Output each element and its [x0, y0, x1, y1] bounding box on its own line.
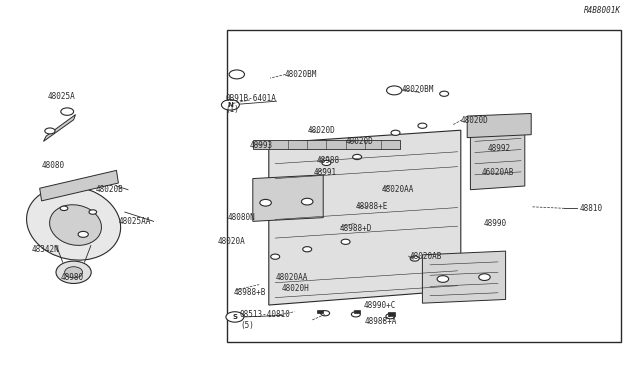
- Text: 48342N: 48342N: [32, 245, 60, 254]
- Text: 48020AA: 48020AA: [275, 273, 308, 282]
- Circle shape: [45, 128, 55, 134]
- Polygon shape: [253, 140, 400, 149]
- Text: 48020D: 48020D: [307, 126, 335, 135]
- Circle shape: [418, 123, 427, 128]
- Circle shape: [341, 239, 350, 244]
- Text: 46020AB: 46020AB: [482, 169, 515, 177]
- Bar: [388, 312, 395, 316]
- Circle shape: [386, 314, 395, 319]
- Ellipse shape: [56, 261, 92, 283]
- Polygon shape: [422, 251, 506, 303]
- Circle shape: [260, 199, 271, 206]
- Text: 48980: 48980: [61, 273, 84, 282]
- Text: 48020AB: 48020AB: [410, 252, 442, 261]
- Text: 48025AA: 48025AA: [118, 217, 151, 226]
- Circle shape: [351, 312, 360, 317]
- Circle shape: [353, 154, 362, 160]
- Circle shape: [229, 70, 244, 79]
- Polygon shape: [40, 170, 118, 201]
- Bar: [354, 310, 360, 313]
- Circle shape: [221, 100, 239, 110]
- Text: 48992: 48992: [488, 144, 511, 153]
- Circle shape: [78, 231, 88, 237]
- Circle shape: [440, 91, 449, 96]
- Text: 48025A: 48025A: [48, 92, 76, 101]
- Polygon shape: [470, 126, 525, 190]
- Circle shape: [303, 247, 312, 252]
- Text: 48020AA: 48020AA: [382, 185, 415, 194]
- Circle shape: [391, 130, 400, 135]
- Polygon shape: [253, 175, 323, 221]
- Text: 48991: 48991: [314, 169, 337, 177]
- Text: 48020BM: 48020BM: [285, 70, 317, 79]
- Circle shape: [437, 276, 449, 282]
- Text: 48988+E: 48988+E: [355, 202, 388, 211]
- Polygon shape: [269, 130, 461, 305]
- Circle shape: [321, 311, 330, 316]
- Text: 08513-40810
(5): 08513-40810 (5): [240, 310, 291, 330]
- Ellipse shape: [27, 186, 120, 260]
- Bar: [227, 30, 621, 342]
- Text: 48020D: 48020D: [461, 116, 488, 125]
- Circle shape: [60, 206, 68, 211]
- Text: S: S: [232, 314, 237, 320]
- Text: 0B91B-6401A
(1): 0B91B-6401A (1): [225, 94, 276, 114]
- Text: 48993: 48993: [250, 141, 273, 150]
- Text: 48988+D: 48988+D: [339, 224, 372, 233]
- Circle shape: [61, 108, 74, 115]
- Ellipse shape: [65, 267, 83, 278]
- Text: 48988: 48988: [317, 156, 340, 165]
- Text: 48020H: 48020H: [282, 284, 309, 293]
- Text: 48020A: 48020A: [218, 237, 245, 246]
- Text: 48020B: 48020B: [96, 185, 124, 194]
- Polygon shape: [44, 115, 76, 141]
- Circle shape: [226, 312, 244, 322]
- Circle shape: [479, 274, 490, 280]
- Text: 48988+B: 48988+B: [234, 288, 266, 296]
- Circle shape: [301, 198, 313, 205]
- Text: 48988+A: 48988+A: [365, 317, 397, 326]
- Text: R4B8001K: R4B8001K: [584, 6, 621, 15]
- Text: 48080N: 48080N: [227, 213, 255, 222]
- Text: 48990+C: 48990+C: [364, 301, 396, 310]
- Text: 48020BM: 48020BM: [402, 85, 435, 94]
- Circle shape: [410, 256, 419, 261]
- Circle shape: [271, 254, 280, 259]
- Text: 48080: 48080: [42, 161, 65, 170]
- Ellipse shape: [49, 205, 102, 246]
- Text: 48990: 48990: [483, 219, 506, 228]
- Circle shape: [89, 210, 97, 214]
- Polygon shape: [467, 113, 531, 138]
- Circle shape: [322, 160, 331, 166]
- Bar: [317, 310, 323, 313]
- Text: N: N: [227, 102, 234, 108]
- Circle shape: [387, 86, 402, 95]
- Text: 48810: 48810: [579, 204, 602, 213]
- Text: 48020D: 48020D: [346, 137, 373, 146]
